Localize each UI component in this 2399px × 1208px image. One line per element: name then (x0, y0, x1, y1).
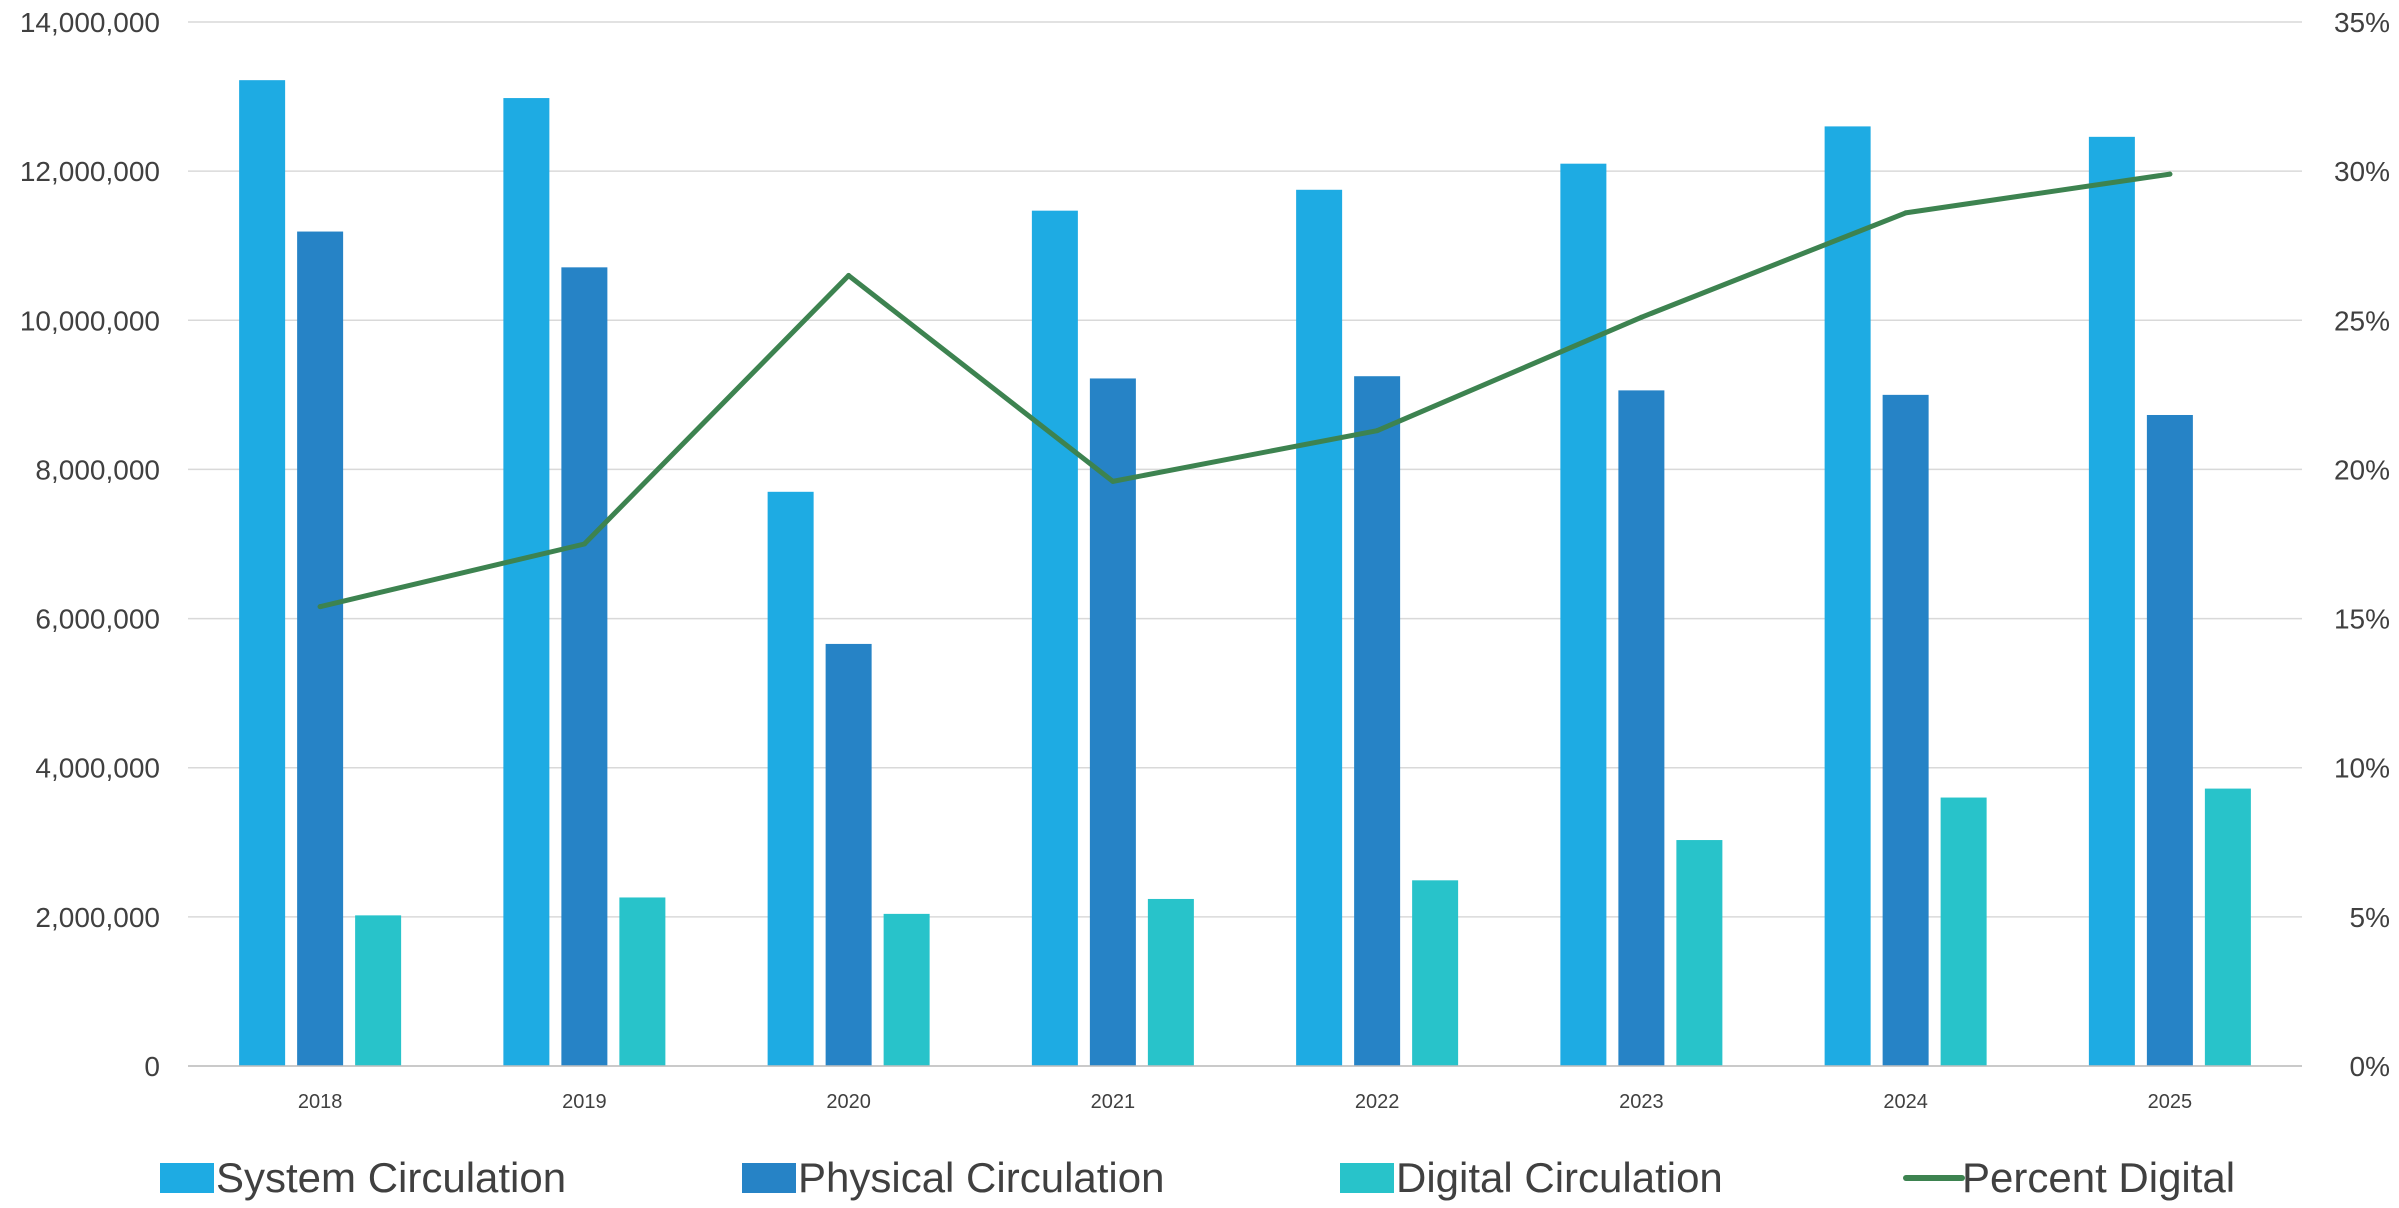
percent-digital-point (317, 604, 323, 610)
legend-label: Digital Circulation (1396, 1154, 1723, 1201)
legend: System Circulation Physical Circulation Di… (160, 1154, 2235, 1201)
bar-system-circulation (503, 98, 550, 1066)
bar-digital-circulation (1412, 880, 1459, 1066)
x-tick-label: 2020 (826, 1091, 871, 1113)
right-tick-label: 20% (2334, 454, 2390, 485)
left-y-axis: 0 2,000,000 4,000,000 6,000,000 8,000,000 10,… (20, 7, 160, 1082)
bar-digital-circulation (1147, 898, 1194, 1066)
legend-label: Percent Digital (1962, 1154, 2235, 1201)
bar-physical-circulation (1089, 378, 1136, 1066)
bar-system-circulation (767, 491, 814, 1066)
bar-system-circulation (1296, 189, 1343, 1067)
right-tick-label: 35% (2334, 7, 2390, 38)
percent-digital-point (1638, 314, 1644, 320)
x-tick-label: 2025 (2148, 1091, 2193, 1113)
bar-physical-circulation (1882, 394, 1929, 1066)
legend-label: System Circulation (216, 1154, 566, 1201)
bar-physical-circulation (1618, 390, 1665, 1067)
left-tick-label: 4,000,000 (35, 753, 160, 784)
bar-system-circulation (1031, 210, 1078, 1066)
bar-physical-circulation (561, 267, 608, 1067)
x-tick-label: 2018 (298, 1091, 343, 1113)
percent-digital-point (2167, 171, 2173, 177)
percent-digital-line (317, 171, 2173, 610)
right-tick-label: 30% (2334, 156, 2390, 187)
legend-swatch-physical-circulation (742, 1163, 796, 1193)
bar-physical-circulation (825, 643, 872, 1066)
x-tick-label: 2024 (1883, 1091, 1928, 1113)
percent-digital-point (1374, 428, 1380, 434)
right-tick-label: 10% (2334, 753, 2390, 784)
bar-system-circulation (1824, 126, 1871, 1066)
left-tick-label: 14,000,000 (20, 7, 160, 38)
right-tick-label: 15% (2334, 604, 2390, 635)
percent-digital-point (581, 541, 587, 547)
right-tick-label: 5% (2350, 902, 2390, 933)
bar-physical-circulation (297, 231, 344, 1066)
legend-label: Physical Circulation (798, 1154, 1164, 1201)
percent-line (317, 171, 2173, 610)
percent-digital-point (1110, 478, 1116, 484)
x-axis: 2018 2019 2020 2021 2022 2023 2024 2025 (188, 1065, 2302, 1113)
bar-digital-circulation (2204, 788, 2251, 1066)
right-tick-label: 0% (2350, 1051, 2390, 1082)
bar-physical-circulation (1354, 376, 1401, 1066)
legend-swatch-digital-circulation (1340, 1163, 1394, 1193)
bar-digital-circulation (883, 913, 930, 1066)
bar-digital-circulation (1940, 797, 1987, 1066)
bar-system-circulation (2088, 136, 2135, 1067)
left-tick-label: 0 (144, 1051, 160, 1082)
bar-digital-circulation (619, 897, 666, 1066)
percent-digital-point (846, 273, 852, 279)
x-tick-label: 2023 (1619, 1091, 1664, 1113)
left-tick-label: 10,000,000 (20, 305, 160, 336)
x-tick-label: 2019 (562, 1091, 607, 1113)
bar-digital-circulation (355, 915, 402, 1066)
bar-system-circulation (239, 80, 286, 1066)
bars (239, 80, 2251, 1067)
left-tick-label: 8,000,000 (35, 454, 160, 485)
percent-digital-point (1903, 210, 1909, 216)
right-y-axis: 0% 5% 10% 15% 20% 25% 30% 35% (2334, 7, 2390, 1082)
bar-digital-circulation (1676, 840, 1723, 1066)
bar-physical-circulation (2146, 414, 2193, 1066)
right-tick-label: 25% (2334, 305, 2390, 336)
bar-system-circulation (1560, 163, 1607, 1066)
left-tick-label: 6,000,000 (35, 604, 160, 635)
left-tick-label: 2,000,000 (35, 902, 160, 933)
legend-swatch-system-circulation (160, 1163, 214, 1193)
x-tick-label: 2022 (1355, 1091, 1400, 1113)
x-tick-label: 2021 (1091, 1091, 1136, 1113)
left-tick-label: 12,000,000 (20, 156, 160, 187)
